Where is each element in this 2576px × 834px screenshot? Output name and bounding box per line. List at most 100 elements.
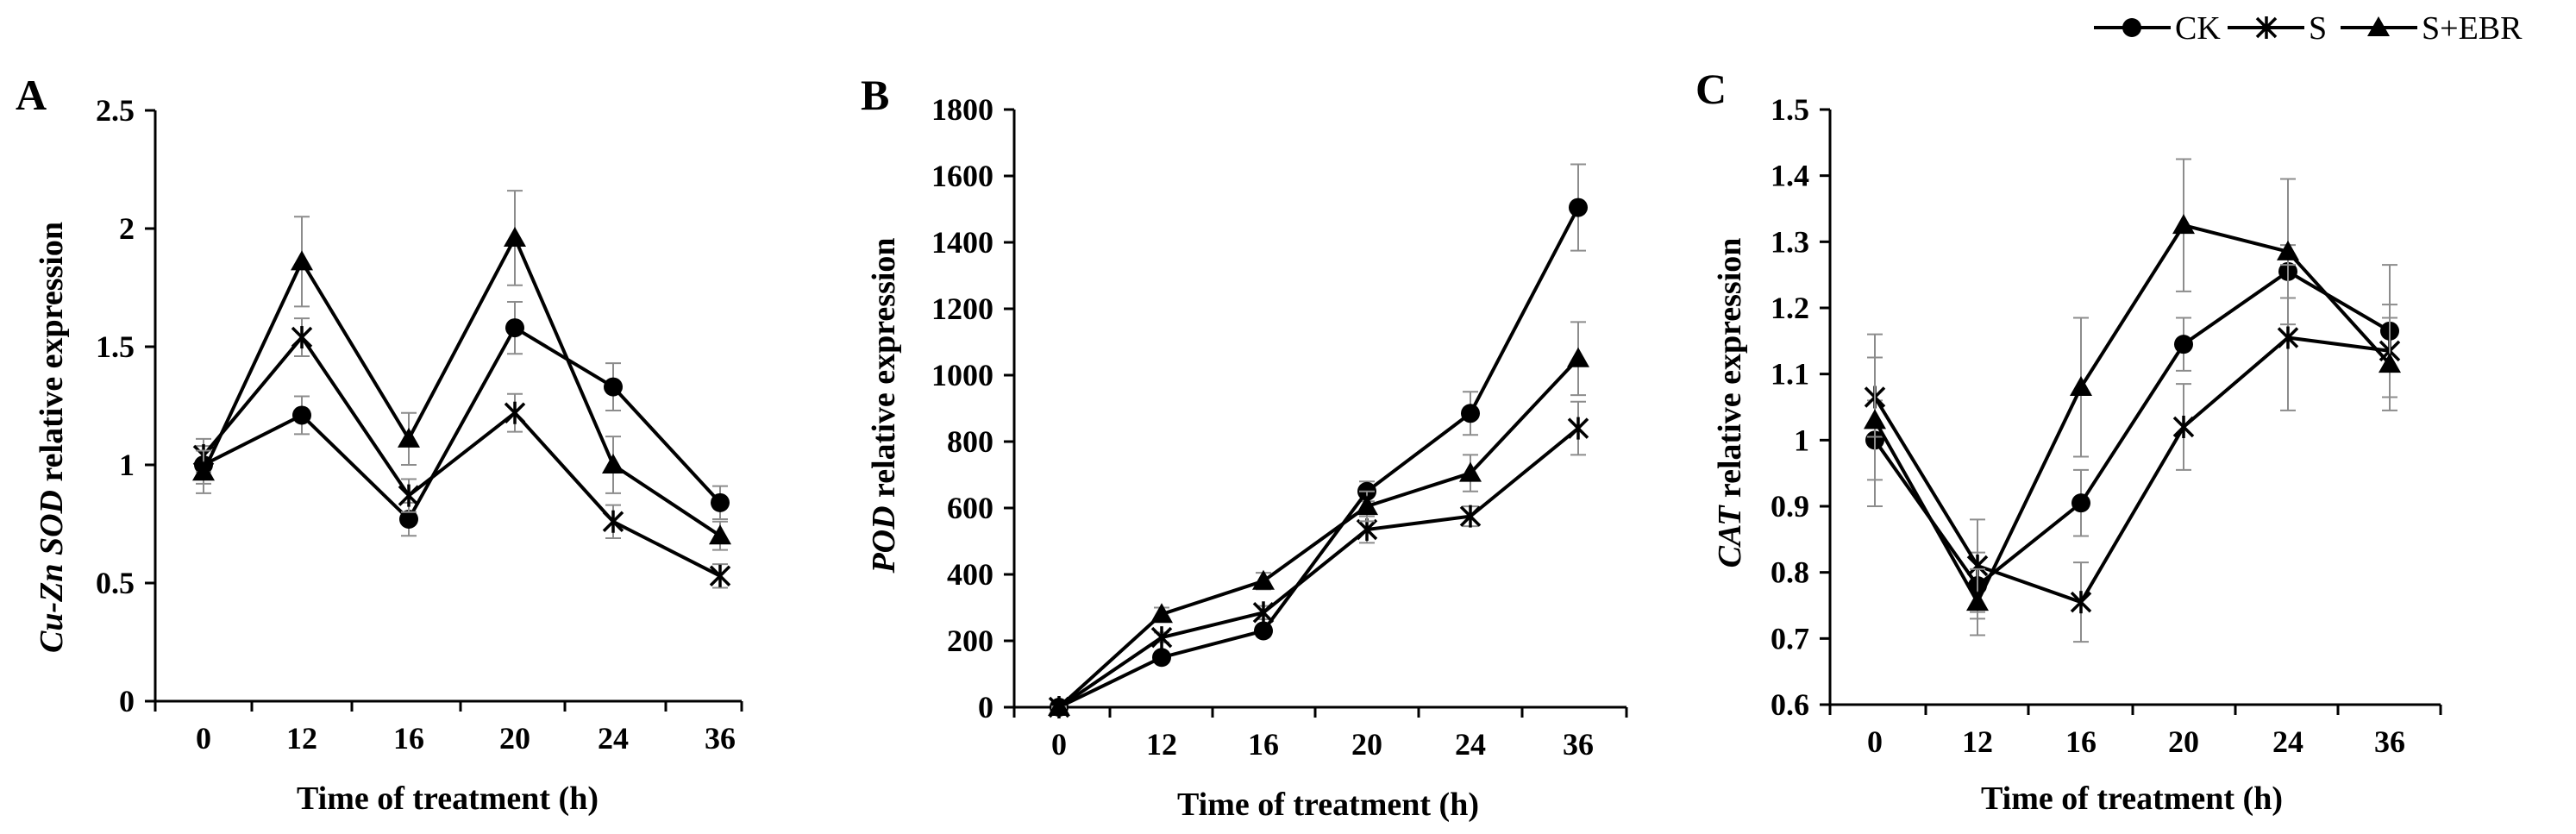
series-line-s [1057, 427, 1580, 709]
legend-label-s: S [2309, 10, 2327, 47]
x-axis-title-a: Time of treatment (h) [297, 781, 599, 817]
x-tick-label-b: 16 [1248, 727, 1279, 762]
legend-marker-s [2255, 16, 2278, 39]
x-tick-label-a: 12 [286, 721, 317, 756]
x-tick-label-b: 12 [1146, 727, 1177, 762]
data-point-ck [292, 405, 311, 425]
legend-marker-ck [2122, 18, 2141, 37]
y-tick-label-a: 1 [119, 448, 135, 482]
data-point-s [2277, 326, 2299, 349]
x-tick-label-a: 36 [705, 721, 736, 756]
data-point-s-ebr [1356, 495, 1378, 516]
series-line-ck [1058, 206, 1580, 709]
y-tick-label-c: 1.4 [1771, 159, 1809, 193]
data-point-s-ebr [398, 427, 420, 448]
data-point-s-ebr [1567, 347, 1589, 367]
series-line-s-ebr [1873, 223, 2391, 606]
panel-label-c: C [1695, 65, 1727, 113]
x-tick-label-b: 0 [1051, 727, 1067, 762]
y-tick-label-c: 1.1 [1771, 357, 1809, 392]
y-tick-label-c: 1.5 [1771, 92, 1809, 127]
x-tick-label-c: 0 [1867, 724, 1883, 759]
legend-item-s: S [2228, 10, 2327, 47]
legend-label-ck: CK [2175, 10, 2221, 47]
x-tick-label-c: 24 [2272, 724, 2303, 759]
series-s-ebr-b [1048, 321, 1589, 716]
y-tick-label-b: 1800 [931, 92, 993, 127]
data-point-s-ebr [2379, 353, 2401, 373]
y-tick-label-a: 0 [119, 684, 135, 718]
x-axis-title-c: Time of treatment (h) [1981, 781, 2283, 817]
y-tick-label-b: 1400 [931, 225, 993, 260]
data-point-s [398, 484, 420, 507]
legend-marker-s-ebr [2367, 16, 2390, 36]
data-point-s [504, 401, 526, 424]
panel-label-b: B [861, 71, 889, 119]
data-point-s [1567, 417, 1589, 440]
data-point-s [2070, 591, 2092, 614]
y-axis-title-b: POD relative expression [866, 237, 902, 574]
data-point-s-ebr [192, 461, 215, 481]
x-tick-label-a: 0 [196, 721, 211, 756]
data-point-s-ebr [291, 250, 313, 271]
data-point-ck [2071, 493, 2090, 513]
x-tick-label-c: 12 [1962, 724, 1993, 759]
y-axis-title-c: CAT relative expression [1712, 238, 1748, 568]
x-tick-label-b: 36 [1563, 727, 1594, 762]
data-point-s-ebr [602, 454, 624, 473]
series-ck-c [1865, 244, 2399, 620]
y-tick-label-a: 0.5 [96, 566, 135, 600]
y-tick-label-b: 1600 [931, 159, 993, 193]
y-tick-label-b: 1200 [931, 292, 993, 326]
y-tick-label-c: 0.8 [1771, 555, 1809, 590]
panel-b: B 0 200 400 600 800 1000 1200 1400 1600 1800 0 12 16… [861, 71, 1628, 823]
series-s-ebr-c [1864, 158, 2401, 636]
y-tick-label-c: 1 [1794, 423, 1809, 457]
y-tick-label-b: 0 [978, 690, 993, 724]
data-point-s-ebr [1150, 603, 1173, 624]
data-point-s-ebr [1966, 591, 1989, 611]
data-point-ck [399, 510, 418, 530]
series-s-ebr-a [192, 190, 731, 551]
x-tick-label-b: 24 [1455, 727, 1486, 762]
y-tick-label-c: 0.6 [1771, 687, 1809, 722]
plot-area-b: 0 200 400 600 800 1000 1200 1400 1600 1800 0 12 16 20… [931, 92, 1628, 762]
panel-c: C 0.6 0.7 0.8 0.9 1 1.1 1.2 1.3 1.4 1.5 0 12 16 20 24 3… [1695, 65, 2442, 817]
data-point-ck [1152, 648, 1171, 668]
data-point-s [1459, 505, 1482, 528]
data-point-ck [1461, 404, 1480, 423]
data-point-s-ebr [1864, 409, 1886, 430]
data-point-s [2172, 416, 2195, 438]
x-tick-label-b: 20 [1351, 727, 1382, 762]
data-point-s-ebr [2172, 214, 2195, 235]
x-tick-label-c: 36 [2374, 724, 2405, 759]
series-s-a [192, 317, 731, 589]
y-tick-label-b: 1000 [931, 358, 993, 392]
data-point-ck [711, 492, 730, 512]
series-s-c [1864, 264, 2401, 643]
data-point-ck [505, 318, 524, 338]
x-axis-title-b: Time of treatment (h) [1177, 787, 1479, 823]
data-point-s-ebr [2070, 376, 2092, 396]
data-point-s-ebr [1252, 569, 1275, 590]
y-tick-label-b: 200 [947, 624, 993, 658]
y-tick-label-c: 0.9 [1771, 489, 1809, 524]
y-tick-label-c: 1.2 [1771, 291, 1809, 325]
y-tick-label-b: 400 [947, 557, 993, 592]
data-point-s-ebr [2277, 240, 2299, 260]
series-line-s [202, 334, 721, 578]
series-ck-b [1050, 163, 1588, 717]
data-point-s [1150, 626, 1173, 649]
data-point-ck [604, 377, 623, 397]
x-tick-label-a: 24 [598, 721, 629, 756]
series-line-s-ebr [1057, 357, 1580, 709]
legend-label-s-ebr: S+EBR [2422, 10, 2523, 47]
data-point-s [602, 510, 624, 533]
y-tick-label-c: 1.3 [1771, 224, 1809, 259]
plot-area-c: 0.6 0.7 0.8 0.9 1 1.1 1.2 1.3 1.4 1.5 0 12 16 20 24 36 [1771, 92, 2442, 759]
data-point-ck [1569, 198, 1588, 217]
y-tick-label-a: 1.5 [96, 329, 135, 364]
y-axis-title-a: Cu-Zn SOD relative expression [34, 222, 70, 653]
legend-item-s-ebr: S+EBR [2341, 10, 2523, 47]
x-tick-label-a: 20 [499, 721, 530, 756]
